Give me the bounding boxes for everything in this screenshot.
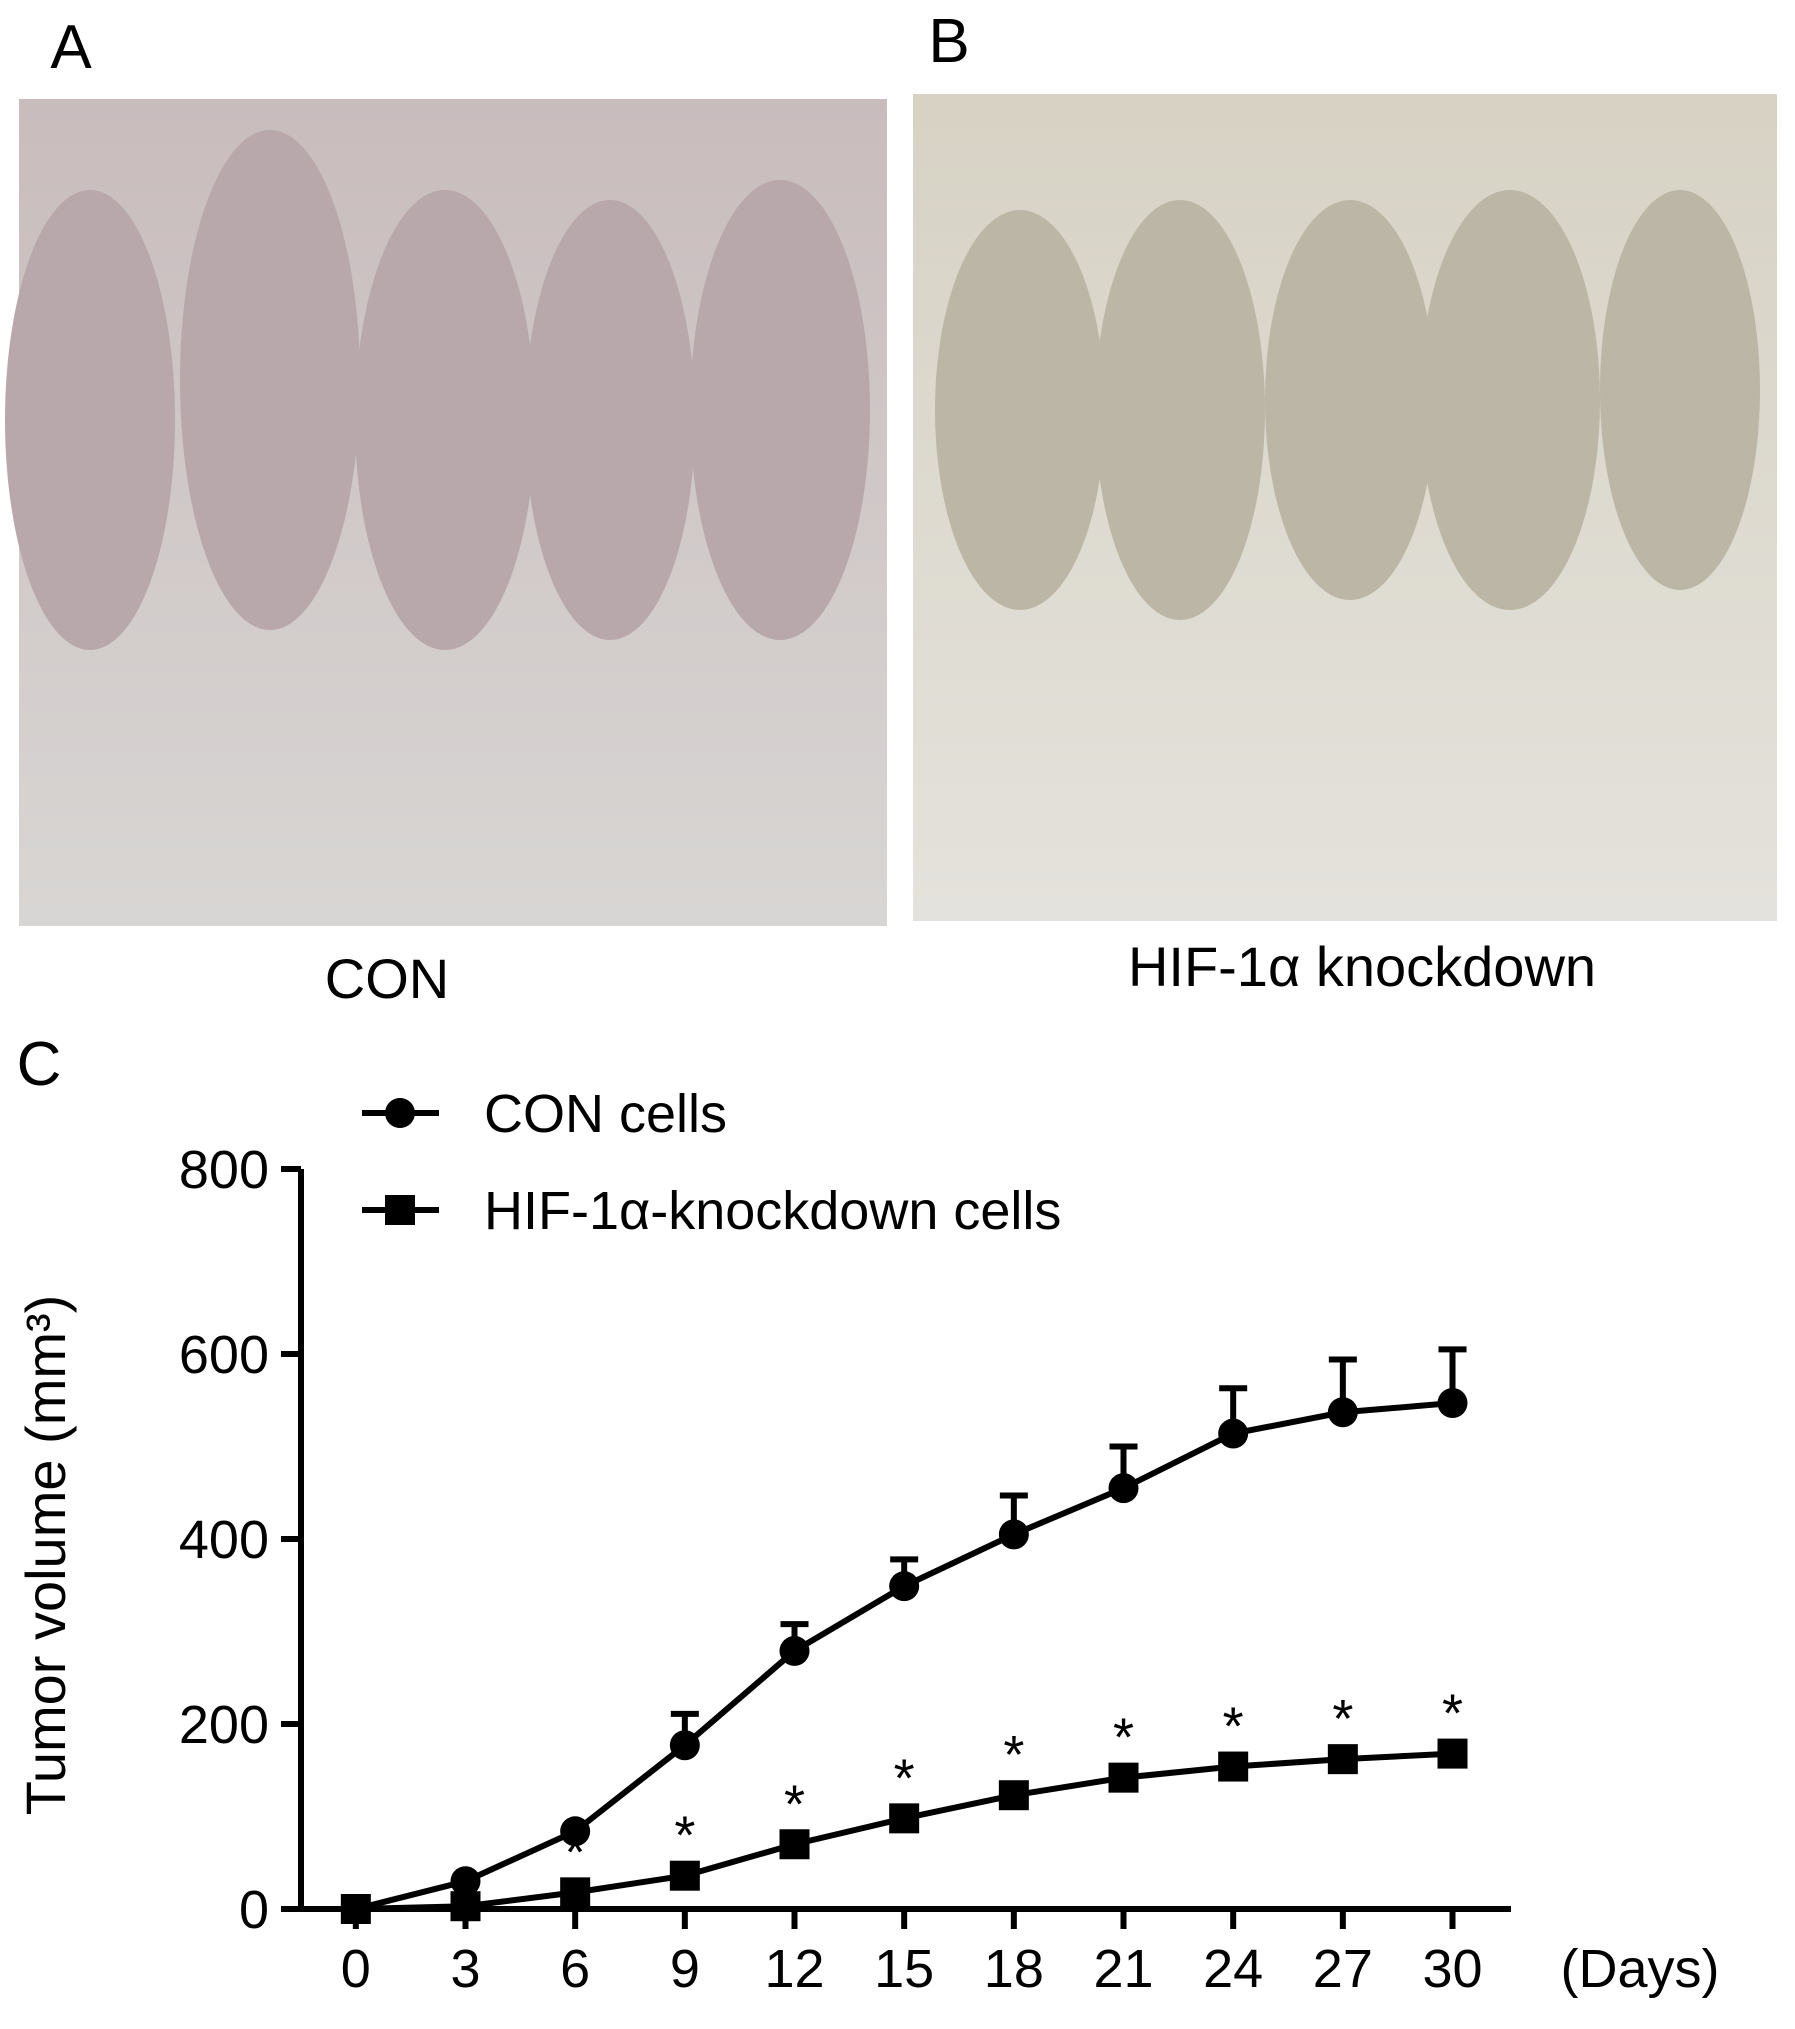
marker <box>779 1829 810 1860</box>
annotation: * <box>1113 1708 1134 1768</box>
marker <box>340 1894 371 1924</box>
x-tick-label: 9 <box>670 1939 700 1999</box>
marker <box>889 1803 920 1834</box>
x-tick-label: 27 <box>1313 1939 1373 1999</box>
marker <box>1437 1738 1468 1769</box>
y-tick-label: 600 <box>179 1325 269 1385</box>
marker <box>385 1098 415 1128</box>
annotation: * <box>674 1806 695 1866</box>
marker <box>450 1866 481 1897</box>
x-tick-label: 12 <box>764 1939 824 1999</box>
x-tick-label: 30 <box>1422 1939 1482 1999</box>
y-tick-label: 800 <box>179 1140 269 1200</box>
x-tick-label: 3 <box>450 1939 480 1999</box>
marker <box>1327 1744 1358 1775</box>
annotation: * <box>1003 1725 1024 1785</box>
x-tick-label: 18 <box>984 1939 1044 1999</box>
caption: CON <box>325 947 449 1010</box>
marker <box>1218 1751 1249 1782</box>
marker <box>998 1780 1029 1811</box>
annotation: * <box>565 1822 586 1882</box>
x-tick-label: 24 <box>1203 1939 1263 1999</box>
x-tick-label: 15 <box>874 1939 934 1999</box>
legend-label: HIF-1α-knockdown cells <box>484 1181 1061 1241</box>
marker <box>669 1860 700 1891</box>
caption: HIF-1α knockdown <box>1128 935 1596 998</box>
marker <box>889 1571 920 1602</box>
marker <box>1108 1762 1139 1793</box>
photo-a <box>5 99 887 926</box>
x-tick-label: 0 <box>341 1939 371 1999</box>
annotation: * <box>1223 1697 1244 1757</box>
marker <box>560 1816 591 1847</box>
legend-label: CON cells <box>484 1084 727 1144</box>
marker <box>1108 1473 1139 1504</box>
marker <box>385 1195 415 1225</box>
chart: 0 200 400 600 800 0 3 6 9 12 15 18 21 24 27 30 (Days) Tum… <box>14 1084 1720 1999</box>
marker <box>998 1519 1029 1550</box>
y-tick-label: 200 <box>179 1695 269 1755</box>
annotation: * <box>1442 1684 1463 1744</box>
x-axis-label: (Days) <box>1561 1939 1720 1999</box>
marker <box>560 1877 591 1908</box>
photo-b <box>913 94 1777 921</box>
annotation: * <box>784 1774 805 1834</box>
panel-label: B <box>928 7 969 76</box>
marker <box>1218 1418 1249 1449</box>
x-tick-label: 6 <box>560 1939 590 1999</box>
y-tick-label: 0 <box>239 1880 269 1940</box>
annotation: * <box>1332 1689 1353 1749</box>
marker <box>1437 1388 1468 1419</box>
panel-label: A <box>50 13 92 82</box>
marker <box>779 1635 810 1666</box>
marker <box>1327 1397 1358 1428</box>
marker <box>669 1730 700 1761</box>
panel-label: C <box>17 1030 62 1099</box>
annotation: * <box>894 1748 915 1808</box>
y-tick-label: 400 <box>179 1510 269 1570</box>
x-tick-label: 21 <box>1093 1939 1153 1999</box>
y-axis-label: Tumor volume (mm³) <box>14 1295 77 1816</box>
marker <box>450 1891 481 1922</box>
